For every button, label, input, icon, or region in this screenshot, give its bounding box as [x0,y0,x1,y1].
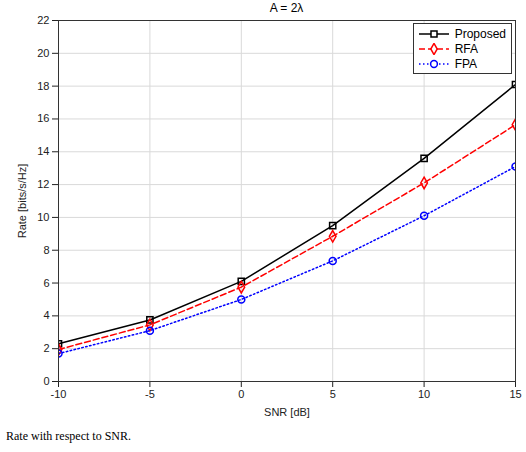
svg-text:14: 14 [37,145,49,157]
svg-text:22: 22 [37,16,49,26]
svg-text:SNR [dB]: SNR [dB] [264,406,310,418]
svg-text:20: 20 [37,47,49,59]
html-text:Proposed: Proposed [454,26,506,41]
svg-text:4: 4 [43,309,49,321]
svg-text:-10: -10 [51,388,67,400]
html-text:A = 2λ: A = 2λ [269,1,304,15]
svg-text:-5: -5 [145,388,155,400]
svg-text:10: 10 [418,388,430,400]
svg-text:10: 10 [37,211,49,223]
svg-text:6: 6 [43,277,49,289]
html-text:RFA: RFA [454,41,478,56]
svg-text:5: 5 [330,388,336,400]
svg-text:8: 8 [43,244,49,256]
svg-text:18: 18 [37,80,49,92]
svg-text:12: 12 [37,178,49,190]
html-text:Rate with respect to SNR.: Rate with respect to SNR. [6,429,131,443]
svg-text:Rate [bits/s/Hz]: Rate [bits/s/Hz] [16,164,28,239]
svg-text:0: 0 [238,388,244,400]
html-text:FPA: FPA [454,56,478,71]
svg-text:16: 16 [37,112,49,124]
svg-text:2: 2 [43,342,49,354]
svg-text:0: 0 [43,375,49,387]
svg-text:15: 15 [509,388,521,400]
